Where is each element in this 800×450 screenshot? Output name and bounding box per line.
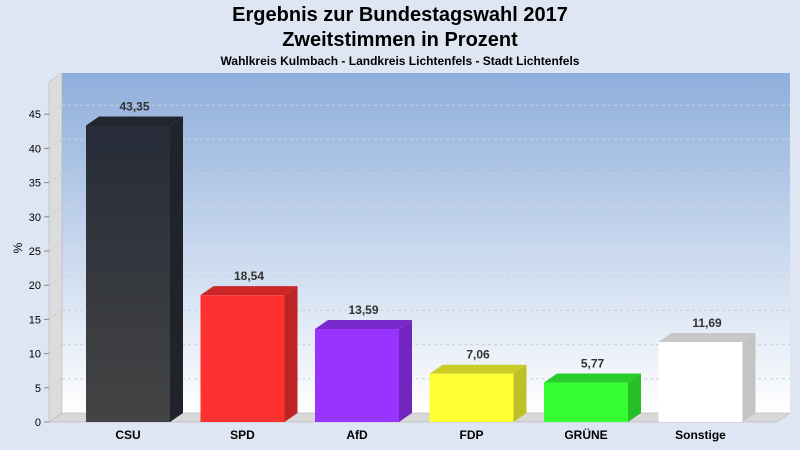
bar-fdp <box>429 373 514 422</box>
y-tick-label: 5 <box>35 383 41 395</box>
gridline-diag <box>48 275 63 286</box>
y-tick-label: 25 <box>29 246 41 258</box>
data-label: 5,77 <box>581 357 605 371</box>
y-tick-label: 20 <box>29 280 41 292</box>
bar-sonstige <box>658 342 743 422</box>
y-tick-label: 40 <box>29 143 41 155</box>
chart-subtitle: Zweitstimmen in Prozent <box>282 29 518 51</box>
bar-side <box>284 286 298 422</box>
gridline-diag <box>48 207 63 218</box>
gridline-diag <box>48 241 63 252</box>
x-tick-label: CSU <box>115 428 140 442</box>
gridline-diag <box>48 138 63 149</box>
gridline-diag <box>48 344 63 355</box>
bar-csu <box>86 125 170 423</box>
bar-side <box>513 364 527 422</box>
y-tick-label: 35 <box>29 178 41 190</box>
left-wall <box>48 72 63 423</box>
bar-top <box>200 286 298 296</box>
bar-top <box>544 373 641 383</box>
y-tick-label: 10 <box>29 349 41 361</box>
data-label: 18,54 <box>234 269 264 283</box>
y-tick-label: 15 <box>29 314 41 326</box>
bar-afd <box>315 329 399 422</box>
chart-title: Ergebnis zur Bundestagswahl 2017 <box>232 4 568 26</box>
data-label: 11,69 <box>692 316 722 330</box>
y-tick-label: 30 <box>29 212 41 224</box>
bar-top <box>429 364 527 374</box>
gridline-diag <box>48 378 63 389</box>
gridline-diag <box>48 104 63 115</box>
x-tick-label: AfD <box>346 428 368 442</box>
bar-side <box>742 333 756 422</box>
bar-grüne <box>544 382 628 422</box>
y-tick-label: 45 <box>29 109 41 121</box>
bar-top <box>86 116 183 126</box>
x-tick-label: FDP <box>460 428 484 442</box>
bar-side <box>628 373 641 422</box>
bar-side <box>399 320 412 422</box>
data-label: 43,35 <box>119 99 149 113</box>
bar-top <box>315 320 412 330</box>
y-axis-label: % <box>11 242 25 253</box>
y-tick-label: 0 <box>35 417 41 429</box>
gridline-diag <box>48 309 63 320</box>
x-tick-label: Sonstige <box>675 428 726 442</box>
bar-side <box>170 116 183 423</box>
x-tick-label: GRÜNE <box>564 427 607 442</box>
gridline-diag <box>48 173 63 184</box>
data-label: 7,06 <box>466 348 490 362</box>
chart-caption: Wahlkreis Kulmbach - Landkreis Lichtenfe… <box>220 54 580 68</box>
bar-top <box>658 333 756 343</box>
bar-spd <box>200 295 285 422</box>
data-label: 13,59 <box>348 303 378 317</box>
x-tick-label: SPD <box>230 428 255 442</box>
